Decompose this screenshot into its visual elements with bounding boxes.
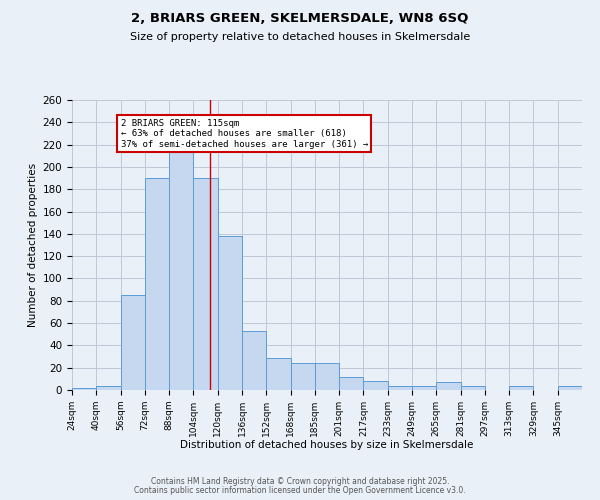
Bar [290,363,315,390]
Text: 2 BRIARS GREEN: 115sqm
← 63% of detached houses are smaller (618)
37% of semi-de: 2 BRIARS GREEN: 115sqm ← 63% of detached… [121,119,368,149]
Bar [412,386,436,390]
Bar [266,358,290,390]
Y-axis label: Number of detached properties: Number of detached properties [28,163,38,327]
Bar [509,386,533,390]
Bar [96,386,121,390]
Bar [242,331,266,390]
Bar [461,386,485,390]
Bar [364,381,388,390]
Bar [193,178,218,390]
Bar [121,295,145,390]
Text: Size of property relative to detached houses in Skelmersdale: Size of property relative to detached ho… [130,32,470,42]
Bar [339,376,364,390]
Bar [315,363,339,390]
Text: Contains public sector information licensed under the Open Government Licence v3: Contains public sector information licen… [134,486,466,495]
Text: 2, BRIARS GREEN, SKELMERSDALE, WN8 6SQ: 2, BRIARS GREEN, SKELMERSDALE, WN8 6SQ [131,12,469,26]
Bar [145,178,169,390]
Bar [436,382,461,390]
Text: Contains HM Land Registry data © Crown copyright and database right 2025.: Contains HM Land Registry data © Crown c… [151,477,449,486]
Bar [218,236,242,390]
Bar [72,388,96,390]
X-axis label: Distribution of detached houses by size in Skelmersdale: Distribution of detached houses by size … [181,440,473,450]
Bar [388,386,412,390]
Bar [169,147,193,390]
Bar [558,386,582,390]
